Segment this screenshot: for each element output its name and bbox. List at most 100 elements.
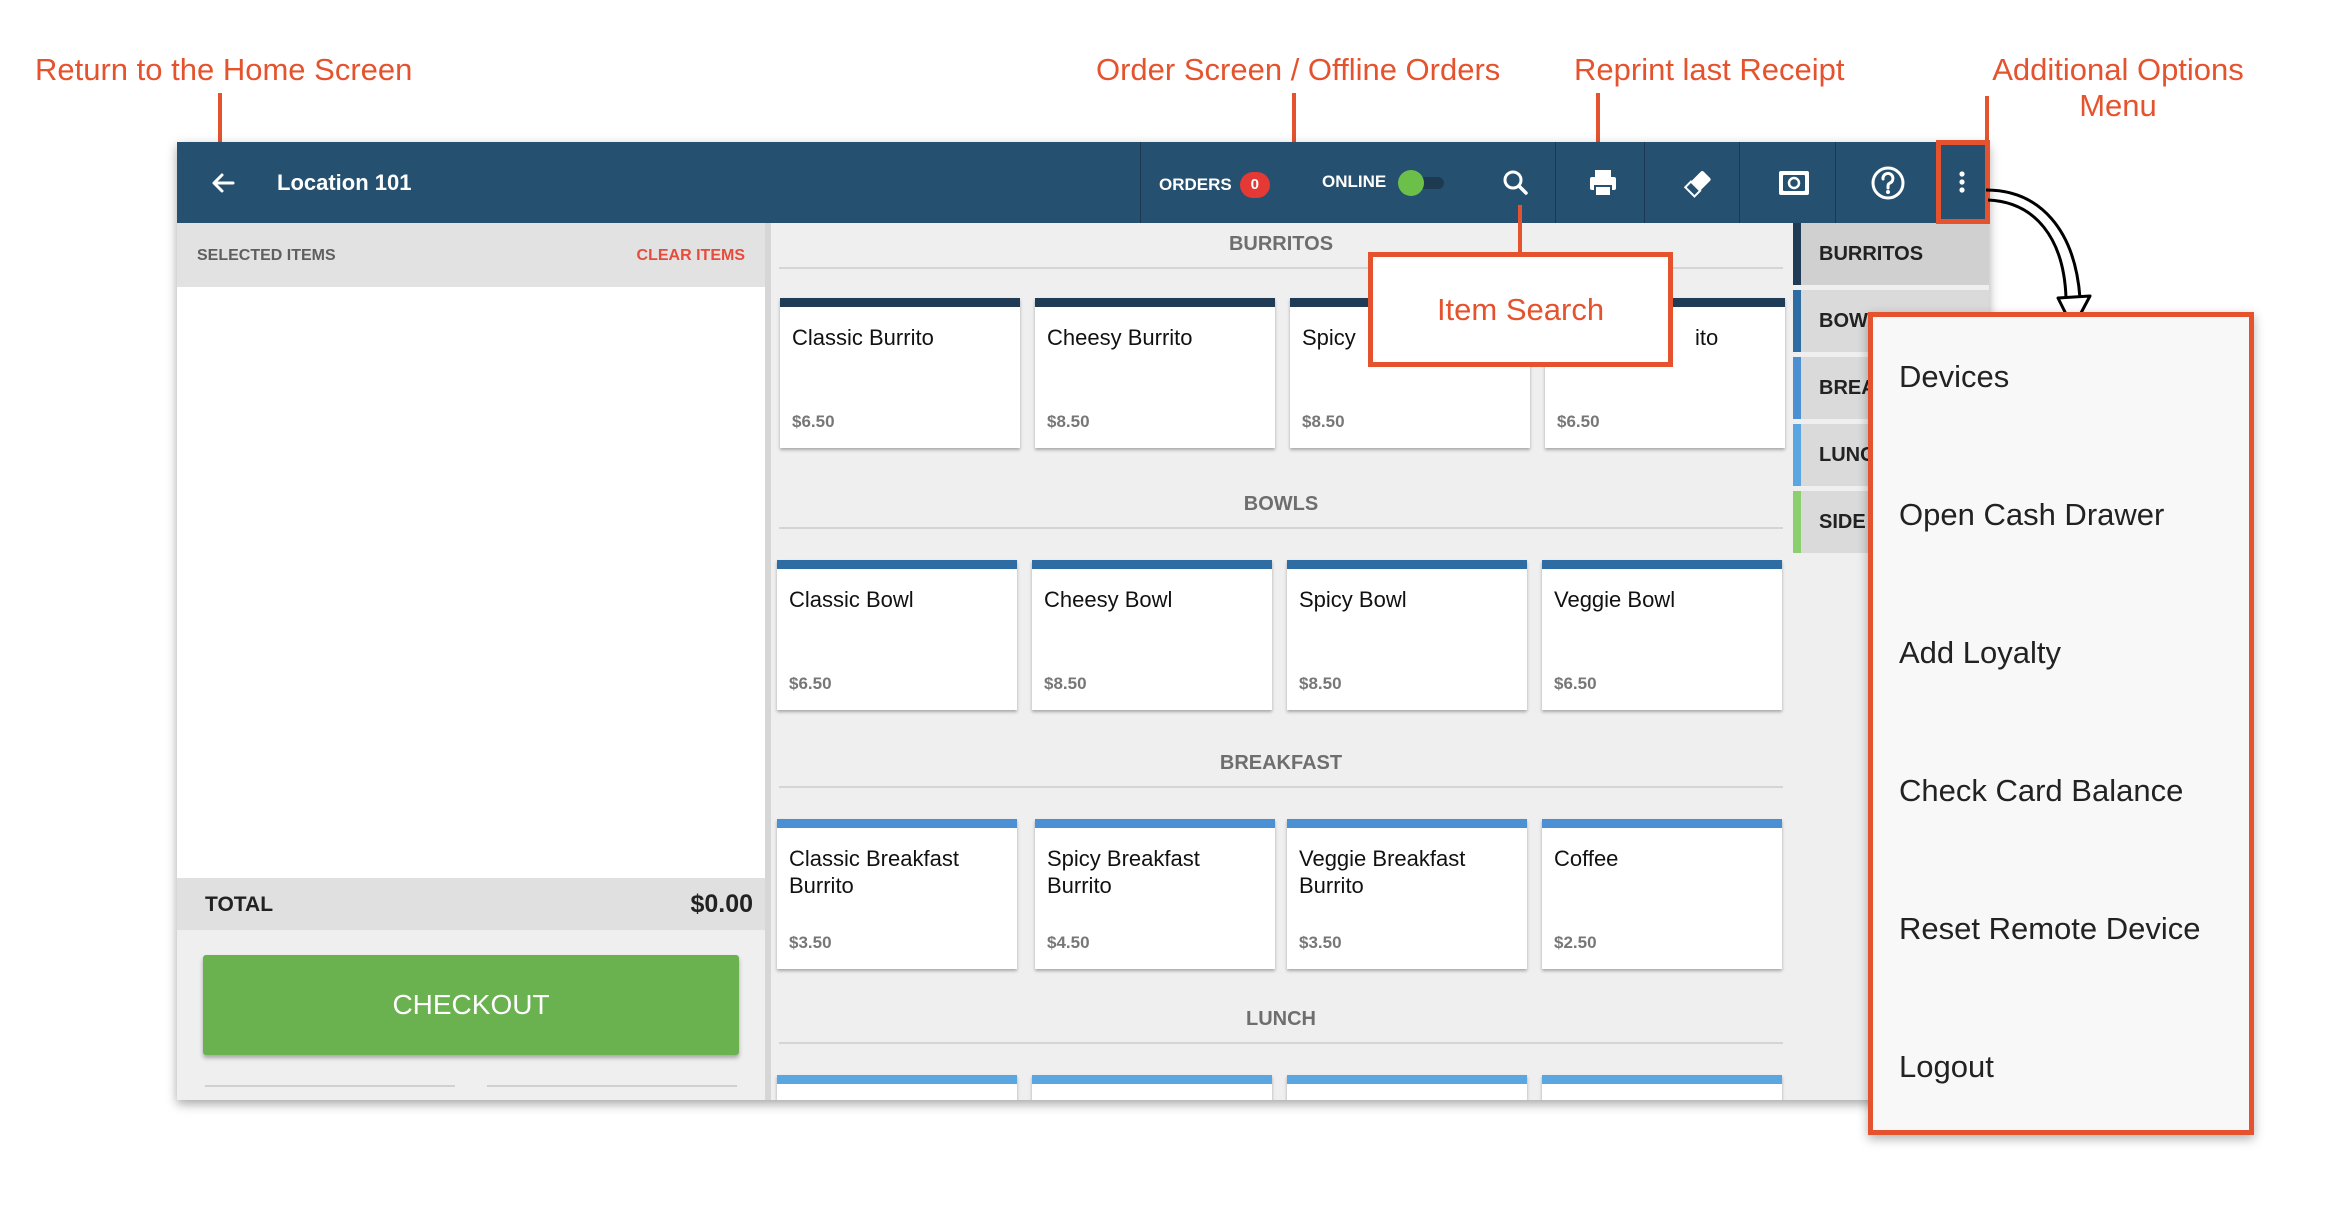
card-color-bar (780, 298, 1020, 307)
annotation-options: Additional Options Menu (1992, 52, 2244, 123)
menu-item-reset-remote-device[interactable]: Reset Remote Device (1899, 911, 2201, 946)
nav-item-burritos[interactable]: BURRITOS (1793, 223, 1989, 287)
annotation-search-line (1518, 205, 1522, 255)
annotation-orders-line (1292, 93, 1296, 161)
menu-item-add-loyalty[interactable]: Add Loyalty (1899, 635, 2061, 670)
menu-item-card[interactable]: Classic Breakfast Burrito $3.50 (777, 819, 1017, 969)
item-price: $6.50 (1557, 412, 1600, 431)
annotation-search: Item Search (1368, 252, 1673, 367)
item-price: $3.50 (789, 933, 832, 952)
divider (1644, 142, 1645, 223)
total-label: TOTAL (205, 893, 274, 916)
nav-accent (1793, 290, 1801, 352)
item-price: $6.50 (789, 674, 832, 693)
item-price: $6.50 (792, 412, 835, 431)
top-app-bar: Location 101 ORDERS 0 ONLINE (177, 142, 1989, 223)
menu-item-devices[interactable]: Devices (1899, 359, 2010, 394)
printer-icon[interactable] (1582, 162, 1624, 204)
menu-items-area: BURRITOS Classic Burrito $6.50 Cheesy Bu… (771, 223, 1977, 1100)
online-label: ONLINE (1322, 172, 1387, 191)
item-name: Spicy (1302, 325, 1356, 350)
menu-item-card[interactable]: Spicy Breakfast Burrito $4.50 (1035, 819, 1275, 969)
menu-item-card[interactable] (1542, 1075, 1782, 1100)
category-header-bowls: BOWLS (779, 483, 1783, 529)
menu-item-card[interactable] (777, 1075, 1017, 1100)
item-price: $8.50 (1299, 674, 1342, 693)
nav-accent (1793, 223, 1801, 285)
annotation-reprint-line (1596, 93, 1600, 155)
pos-app-screen: Location 101 ORDERS 0 ONLINE (177, 142, 1989, 1100)
item-price: $8.50 (1302, 412, 1345, 431)
panel-divider (765, 223, 771, 1100)
nav-label: BREA (1819, 377, 1876, 399)
more-vertical-icon[interactable] (1935, 142, 1989, 223)
item-name: Classic Breakfast Burrito (789, 846, 959, 898)
total-row: TOTAL $0.00 (177, 878, 765, 930)
nav-label: LUNC (1819, 444, 1875, 466)
item-name: Classic Bowl (789, 587, 914, 612)
divider (1555, 142, 1556, 223)
menu-item-card[interactable]: Veggie Bowl $6.50 (1542, 560, 1782, 710)
orders-count-badge: 0 (1239, 172, 1270, 198)
back-arrow-icon[interactable] (203, 163, 243, 203)
menu-button-highlight (1936, 140, 1990, 224)
menu-item-card[interactable] (1032, 1075, 1272, 1100)
nav-accent (1793, 424, 1801, 486)
annotation-options-line (1985, 96, 1989, 144)
card-color-bar (1035, 298, 1275, 307)
divider (1835, 142, 1836, 223)
item-price: $3.50 (1299, 933, 1342, 952)
menu-item-logout[interactable]: Logout (1899, 1049, 1994, 1084)
item-price: $4.50 (1047, 933, 1090, 952)
help-icon[interactable] (1867, 162, 1909, 204)
menu-item-card[interactable]: Spicy Bowl $8.50 (1287, 560, 1527, 710)
annotation-reprint: Reprint last Receipt (1574, 52, 1845, 87)
orders-button[interactable]: ORDERS 0 (1159, 172, 1270, 198)
item-price: $8.50 (1047, 412, 1090, 431)
category-header-burritos: BURRITOS (779, 223, 1783, 269)
menu-item-check-card-balance[interactable]: Check Card Balance (1899, 773, 2184, 808)
eraser-icon[interactable] (1677, 162, 1719, 204)
item-price: $6.50 (1554, 674, 1597, 693)
menu-item-open-cash-drawer[interactable]: Open Cash Drawer (1899, 497, 2165, 532)
nav-label: BOW (1819, 310, 1868, 332)
nav-accent (1793, 357, 1801, 419)
selected-items-header: SELECTED ITEMS CLEAR ITEMS (177, 223, 765, 287)
menu-item-card[interactable]: Classic Bowl $6.50 (777, 560, 1017, 710)
toggle-knob (1398, 170, 1424, 196)
menu-item-card[interactable]: Veggie Breakfast Burrito $3.50 (1287, 819, 1527, 969)
card-color-bar (1032, 560, 1272, 569)
card-color-bar (1287, 819, 1527, 828)
card-color-bar (1287, 1075, 1527, 1084)
search-icon[interactable] (1495, 162, 1537, 204)
online-toggle[interactable] (1398, 170, 1446, 196)
checkout-button[interactable]: CHECKOUT (203, 955, 739, 1055)
menu-item-card[interactable] (1287, 1075, 1527, 1100)
item-name: Cheesy Burrito (1047, 325, 1193, 350)
card-color-bar (777, 560, 1017, 569)
location-title: Location 101 (277, 170, 412, 195)
menu-item-card[interactable]: Cheesy Bowl $8.50 (1032, 560, 1272, 710)
nav-label: BURRITOS (1819, 243, 1924, 265)
additional-options-menu: Devices Open Cash Drawer Add Loyalty Che… (1868, 312, 2254, 1135)
item-name: Veggie Bowl (1554, 587, 1676, 612)
card-color-bar (777, 819, 1017, 828)
clear-items-button[interactable]: CLEAR ITEMS (636, 247, 745, 264)
divider (487, 1085, 737, 1087)
item-name: Spicy Bowl (1299, 587, 1407, 612)
item-name: Classic Burrito (792, 325, 934, 350)
card-color-bar (777, 1075, 1017, 1084)
item-name: Spicy Breakfast Burrito (1047, 846, 1200, 898)
menu-item-card[interactable]: Coffee $2.50 (1542, 819, 1782, 969)
card-color-bar (1542, 560, 1782, 569)
card-color-bar (1542, 819, 1782, 828)
item-name: Cheesy Bowl (1044, 587, 1173, 612)
menu-item-card[interactable]: Cheesy Burrito $8.50 (1035, 298, 1275, 448)
menu-item-card[interactable]: Classic Burrito $6.50 (780, 298, 1020, 448)
card-color-bar (1035, 819, 1275, 828)
category-header-lunch: LUNCH (779, 998, 1783, 1044)
divider (1739, 142, 1740, 223)
divider (1140, 142, 1141, 223)
cash-drawer-icon[interactable] (1773, 162, 1815, 204)
selected-items-title: SELECTED ITEMS (197, 247, 336, 264)
